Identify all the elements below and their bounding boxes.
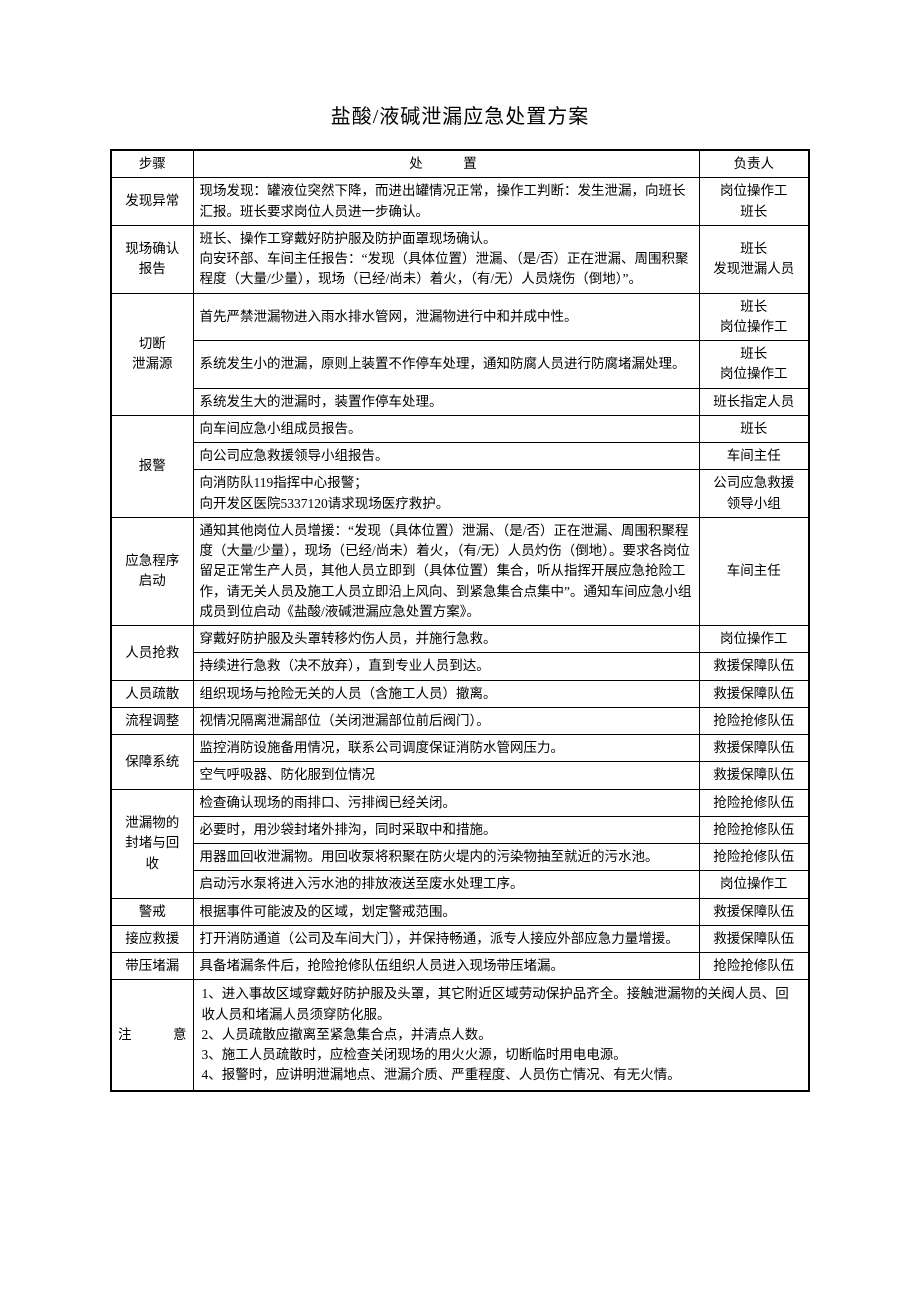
table-row: 应急程序启动 通知其他岗位人员增援：“发现（具体位置）泄漏、（是/否）正在泄漏、… xyxy=(111,517,809,625)
owner-text: 救援保障队伍 xyxy=(699,680,809,707)
step-label: 接应救援 xyxy=(111,925,193,952)
owner-text: 救援保障队伍 xyxy=(699,653,809,680)
owner-text: 抢险抢修队伍 xyxy=(699,789,809,816)
action-text: 用器皿回收泄漏物。用回收泵将积聚在防火堤内的污染物抽至就近的污水池。 xyxy=(193,844,699,871)
owner-text: 班长岗位操作工 xyxy=(699,341,809,389)
page-title: 盐酸/液碱泄漏应急处置方案 xyxy=(110,100,810,129)
table-row: 持续进行急救（决不放弃），直到专业人员到达。 救援保障队伍 xyxy=(111,653,809,680)
action-text: 视情况隔离泄漏部位（关闭泄漏部位前后阀门）。 xyxy=(193,707,699,734)
table-row: 带压堵漏 具备堵漏条件后，抢险抢修队伍组织人员进入现场带压堵漏。 抢险抢修队伍 xyxy=(111,953,809,980)
table-row: 泄漏物的封堵与回收 检查确认现场的雨排口、污排阀已经关闭。 抢险抢修队伍 xyxy=(111,789,809,816)
owner-text: 抢险抢修队伍 xyxy=(699,816,809,843)
step-label: 警戒 xyxy=(111,898,193,925)
table-row: 现场确认报告 班长、操作工穿戴好防护服及防护面罩现场确认。向安环部、车间主任报告… xyxy=(111,225,809,293)
step-label: 人员疏散 xyxy=(111,680,193,707)
owner-text: 抢险抢修队伍 xyxy=(699,707,809,734)
table-row: 发现异常 现场发现：罐液位突然下降，而进出罐情况正常，操作工判断：发生泄漏，向班… xyxy=(111,178,809,226)
table-row: 人员抢救 穿戴好防护服及头罩转移灼伤人员，并施行急救。 岗位操作工 xyxy=(111,626,809,653)
step-label: 保障系统 xyxy=(111,735,193,790)
table-row: 系统发生小的泄漏，原则上装置不作停车处理，通知防腐人员进行防腐堵漏处理。 班长岗… xyxy=(111,341,809,389)
owner-text: 抢险抢修队伍 xyxy=(699,844,809,871)
table-row: 报警 向车间应急小组成员报告。 班长 xyxy=(111,415,809,442)
table-row: 切断泄漏源 首先严禁泄漏物进入雨水排水管网，泄漏物进行中和并成中性。 班长岗位操… xyxy=(111,293,809,341)
procedure-table: 步骤 处置 负责人 发现异常 现场发现：罐液位突然下降，而进出罐情况正常，操作工… xyxy=(110,149,810,1092)
table-header-row: 步骤 处置 负责人 xyxy=(111,150,809,178)
action-text: 空气呼吸器、防化服到位情况 xyxy=(193,762,699,789)
step-label: 发现异常 xyxy=(111,178,193,226)
action-text: 必要时，用沙袋封堵外排沟，同时采取中和措施。 xyxy=(193,816,699,843)
step-label: 人员抢救 xyxy=(111,626,193,681)
notes-label: 注 意 xyxy=(111,980,193,1091)
step-label: 应急程序启动 xyxy=(111,517,193,625)
owner-text: 班长 xyxy=(699,415,809,442)
action-text: 班长、操作工穿戴好防护服及防护面罩现场确认。向安环部、车间主任报告：“发现（具体… xyxy=(193,225,699,293)
owner-text: 救援保障队伍 xyxy=(699,898,809,925)
owner-text: 公司应急救援领导小组 xyxy=(699,470,809,518)
owner-text: 岗位操作工班长 xyxy=(699,178,809,226)
table-row: 向公司应急救援领导小组报告。 车间主任 xyxy=(111,443,809,470)
owner-text: 车间主任 xyxy=(699,517,809,625)
table-row: 警戒 根据事件可能波及的区域，划定警戒范围。 救援保障队伍 xyxy=(111,898,809,925)
header-step: 步骤 xyxy=(111,150,193,178)
action-text: 具备堵漏条件后，抢险抢修队伍组织人员进入现场带压堵漏。 xyxy=(193,953,699,980)
table-row: 向消防队119指挥中心报警；向开发区医院5337120请求现场医疗救护。 公司应… xyxy=(111,470,809,518)
step-label: 流程调整 xyxy=(111,707,193,734)
step-label: 切断泄漏源 xyxy=(111,293,193,415)
action-text: 系统发生小的泄漏，原则上装置不作停车处理，通知防腐人员进行防腐堵漏处理。 xyxy=(193,341,699,389)
owner-text: 救援保障队伍 xyxy=(699,925,809,952)
owner-text: 岗位操作工 xyxy=(699,626,809,653)
action-text: 向公司应急救援领导小组报告。 xyxy=(193,443,699,470)
action-text: 系统发生大的泄漏时，装置作停车处理。 xyxy=(193,388,699,415)
action-text: 根据事件可能波及的区域，划定警戒范围。 xyxy=(193,898,699,925)
table-row: 流程调整 视情况隔离泄漏部位（关闭泄漏部位前后阀门）。 抢险抢修队伍 xyxy=(111,707,809,734)
table-row: 启动污水泵将进入污水池的排放液送至废水处理工序。 岗位操作工 xyxy=(111,871,809,898)
table-row: 必要时，用沙袋封堵外排沟，同时采取中和措施。 抢险抢修队伍 xyxy=(111,816,809,843)
header-owner: 负责人 xyxy=(699,150,809,178)
step-label: 带压堵漏 xyxy=(111,953,193,980)
owner-text: 岗位操作工 xyxy=(699,871,809,898)
action-text: 监控消防设施备用情况，联系公司调度保证消防水管网压力。 xyxy=(193,735,699,762)
owner-text: 班长指定人员 xyxy=(699,388,809,415)
table-row: 接应救援 打开消防通道（公司及车间大门），并保持畅通，派专人接应外部应急力量增援… xyxy=(111,925,809,952)
action-text: 穿戴好防护服及头罩转移灼伤人员，并施行急救。 xyxy=(193,626,699,653)
step-label: 现场确认报告 xyxy=(111,225,193,293)
action-text: 通知其他岗位人员增援：“发现（具体位置）泄漏、（是/否）正在泄漏、周围积聚程度（… xyxy=(193,517,699,625)
table-row: 用器皿回收泄漏物。用回收泵将积聚在防火堤内的污染物抽至就近的污水池。 抢险抢修队… xyxy=(111,844,809,871)
action-text: 向消防队119指挥中心报警；向开发区医院5337120请求现场医疗救护。 xyxy=(193,470,699,518)
owner-text: 班长发现泄漏人员 xyxy=(699,225,809,293)
notes-content: 1、进入事故区域穿戴好防护服及头罩，其它附近区域劳动保护品齐全。接触泄漏物的关阀… xyxy=(193,980,809,1091)
header-action: 处置 xyxy=(193,150,699,178)
owner-text: 救援保障队伍 xyxy=(699,762,809,789)
owner-text: 抢险抢修队伍 xyxy=(699,953,809,980)
table-row: 保障系统 监控消防设施备用情况，联系公司调度保证消防水管网压力。 救援保障队伍 xyxy=(111,735,809,762)
action-text: 检查确认现场的雨排口、污排阀已经关闭。 xyxy=(193,789,699,816)
owner-text: 车间主任 xyxy=(699,443,809,470)
owner-text: 班长岗位操作工 xyxy=(699,293,809,341)
action-text: 持续进行急救（决不放弃），直到专业人员到达。 xyxy=(193,653,699,680)
action-text: 启动污水泵将进入污水池的排放液送至废水处理工序。 xyxy=(193,871,699,898)
step-label: 报警 xyxy=(111,415,193,517)
table-row: 空气呼吸器、防化服到位情况 救援保障队伍 xyxy=(111,762,809,789)
table-row: 系统发生大的泄漏时，装置作停车处理。 班长指定人员 xyxy=(111,388,809,415)
step-label: 泄漏物的封堵与回收 xyxy=(111,789,193,898)
owner-text: 救援保障队伍 xyxy=(699,735,809,762)
action-text: 现场发现：罐液位突然下降，而进出罐情况正常，操作工判断：发生泄漏，向班长汇报。班… xyxy=(193,178,699,226)
action-text: 组织现场与抢险无关的人员（含施工人员）撤离。 xyxy=(193,680,699,707)
action-text: 向车间应急小组成员报告。 xyxy=(193,415,699,442)
table-row: 人员疏散 组织现场与抢险无关的人员（含施工人员）撤离。 救援保障队伍 xyxy=(111,680,809,707)
action-text: 打开消防通道（公司及车间大门），并保持畅通，派专人接应外部应急力量增援。 xyxy=(193,925,699,952)
action-text: 首先严禁泄漏物进入雨水排水管网，泄漏物进行中和并成中性。 xyxy=(193,293,699,341)
notes-row: 注 意 1、进入事故区域穿戴好防护服及头罩，其它附近区域劳动保护品齐全。接触泄漏… xyxy=(111,980,809,1091)
